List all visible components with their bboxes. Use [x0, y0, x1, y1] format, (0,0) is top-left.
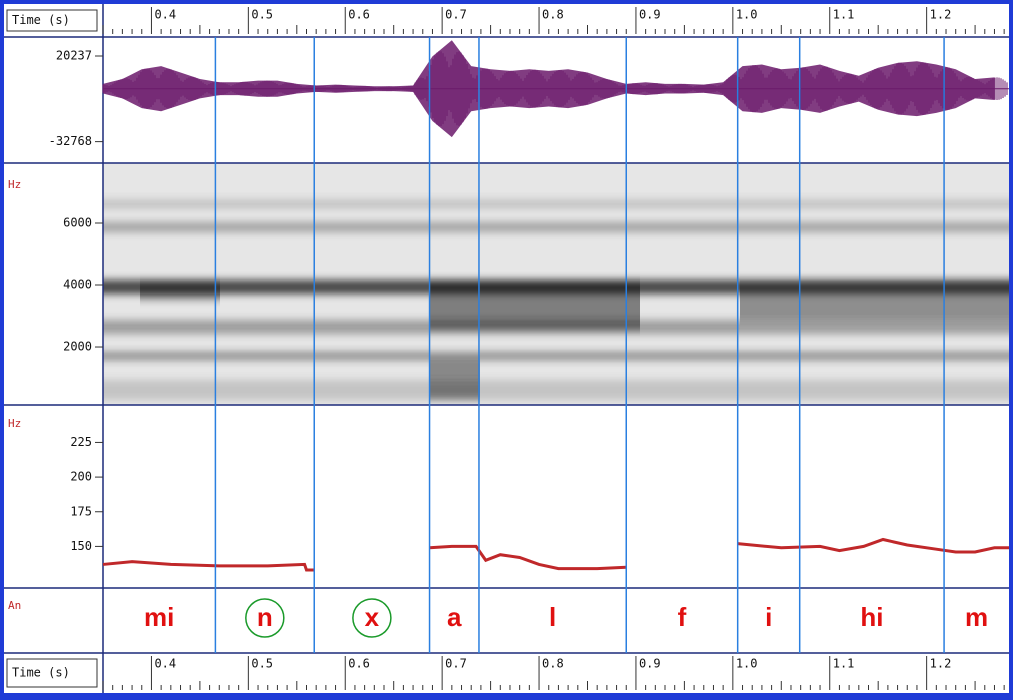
tick-label: 1.0 — [736, 8, 758, 22]
segment-circle — [245, 598, 285, 638]
tick-label: 1.1 — [833, 8, 855, 22]
segment-label: m — [965, 602, 988, 632]
y-tick-label: 225 — [70, 435, 92, 449]
tick-label: 1.1 — [833, 657, 855, 671]
ruler-label: Time (s) — [12, 13, 70, 27]
spectrogram-image — [103, 200, 1009, 400]
y-tick-label: 150 — [70, 539, 92, 553]
y-tick-label: -32768 — [49, 134, 92, 148]
pitch-unit: Hz — [8, 417, 21, 430]
tick-label: 0.4 — [154, 8, 176, 22]
tick-label: 0.6 — [348, 8, 370, 22]
y-tick-label: 6000 — [63, 215, 92, 229]
annotation-label: An — [8, 599, 21, 612]
y-tick-label: 175 — [70, 504, 92, 518]
tick-label: 1.0 — [736, 657, 758, 671]
tick-label: 0.9 — [639, 657, 661, 671]
segment-label: n — [257, 602, 273, 632]
tick-label: 0.7 — [445, 657, 467, 671]
tick-label: 1.2 — [930, 8, 952, 22]
ruler-label-box — [6, 658, 98, 688]
y-tick-label: 4000 — [63, 278, 92, 292]
segment-label: a — [447, 602, 462, 632]
tick-label: 0.5 — [251, 657, 273, 671]
tick-label: 0.8 — [542, 8, 564, 22]
tick-label: 1.2 — [930, 657, 952, 671]
panel-borders — [4, 4, 1009, 693]
tick-label: 0.7 — [445, 8, 467, 22]
segment-label: l — [549, 602, 556, 632]
segment-label: x — [365, 602, 380, 632]
segment-label: f — [678, 602, 687, 632]
segment-label: i — [765, 602, 772, 632]
spectrogram-unit: Hz — [8, 178, 21, 191]
y-tick-label: 200 — [70, 470, 92, 484]
tick-label: 0.4 — [154, 657, 176, 671]
y-tick-label: 2000 — [63, 340, 92, 354]
y-tick-label: 20237 — [56, 49, 92, 63]
ruler-label-box — [6, 9, 98, 32]
tick-label: 0.8 — [542, 657, 564, 671]
tick-label: 0.5 — [251, 8, 273, 22]
pitch-contour — [102, 537, 1009, 572]
segment-label: hi — [860, 602, 883, 632]
tick-label: 0.6 — [348, 657, 370, 671]
ruler-label: Time (s) — [12, 666, 70, 680]
segment-circle — [352, 598, 392, 638]
tick-label: 0.9 — [639, 8, 661, 22]
segment-label: mi — [144, 602, 174, 632]
